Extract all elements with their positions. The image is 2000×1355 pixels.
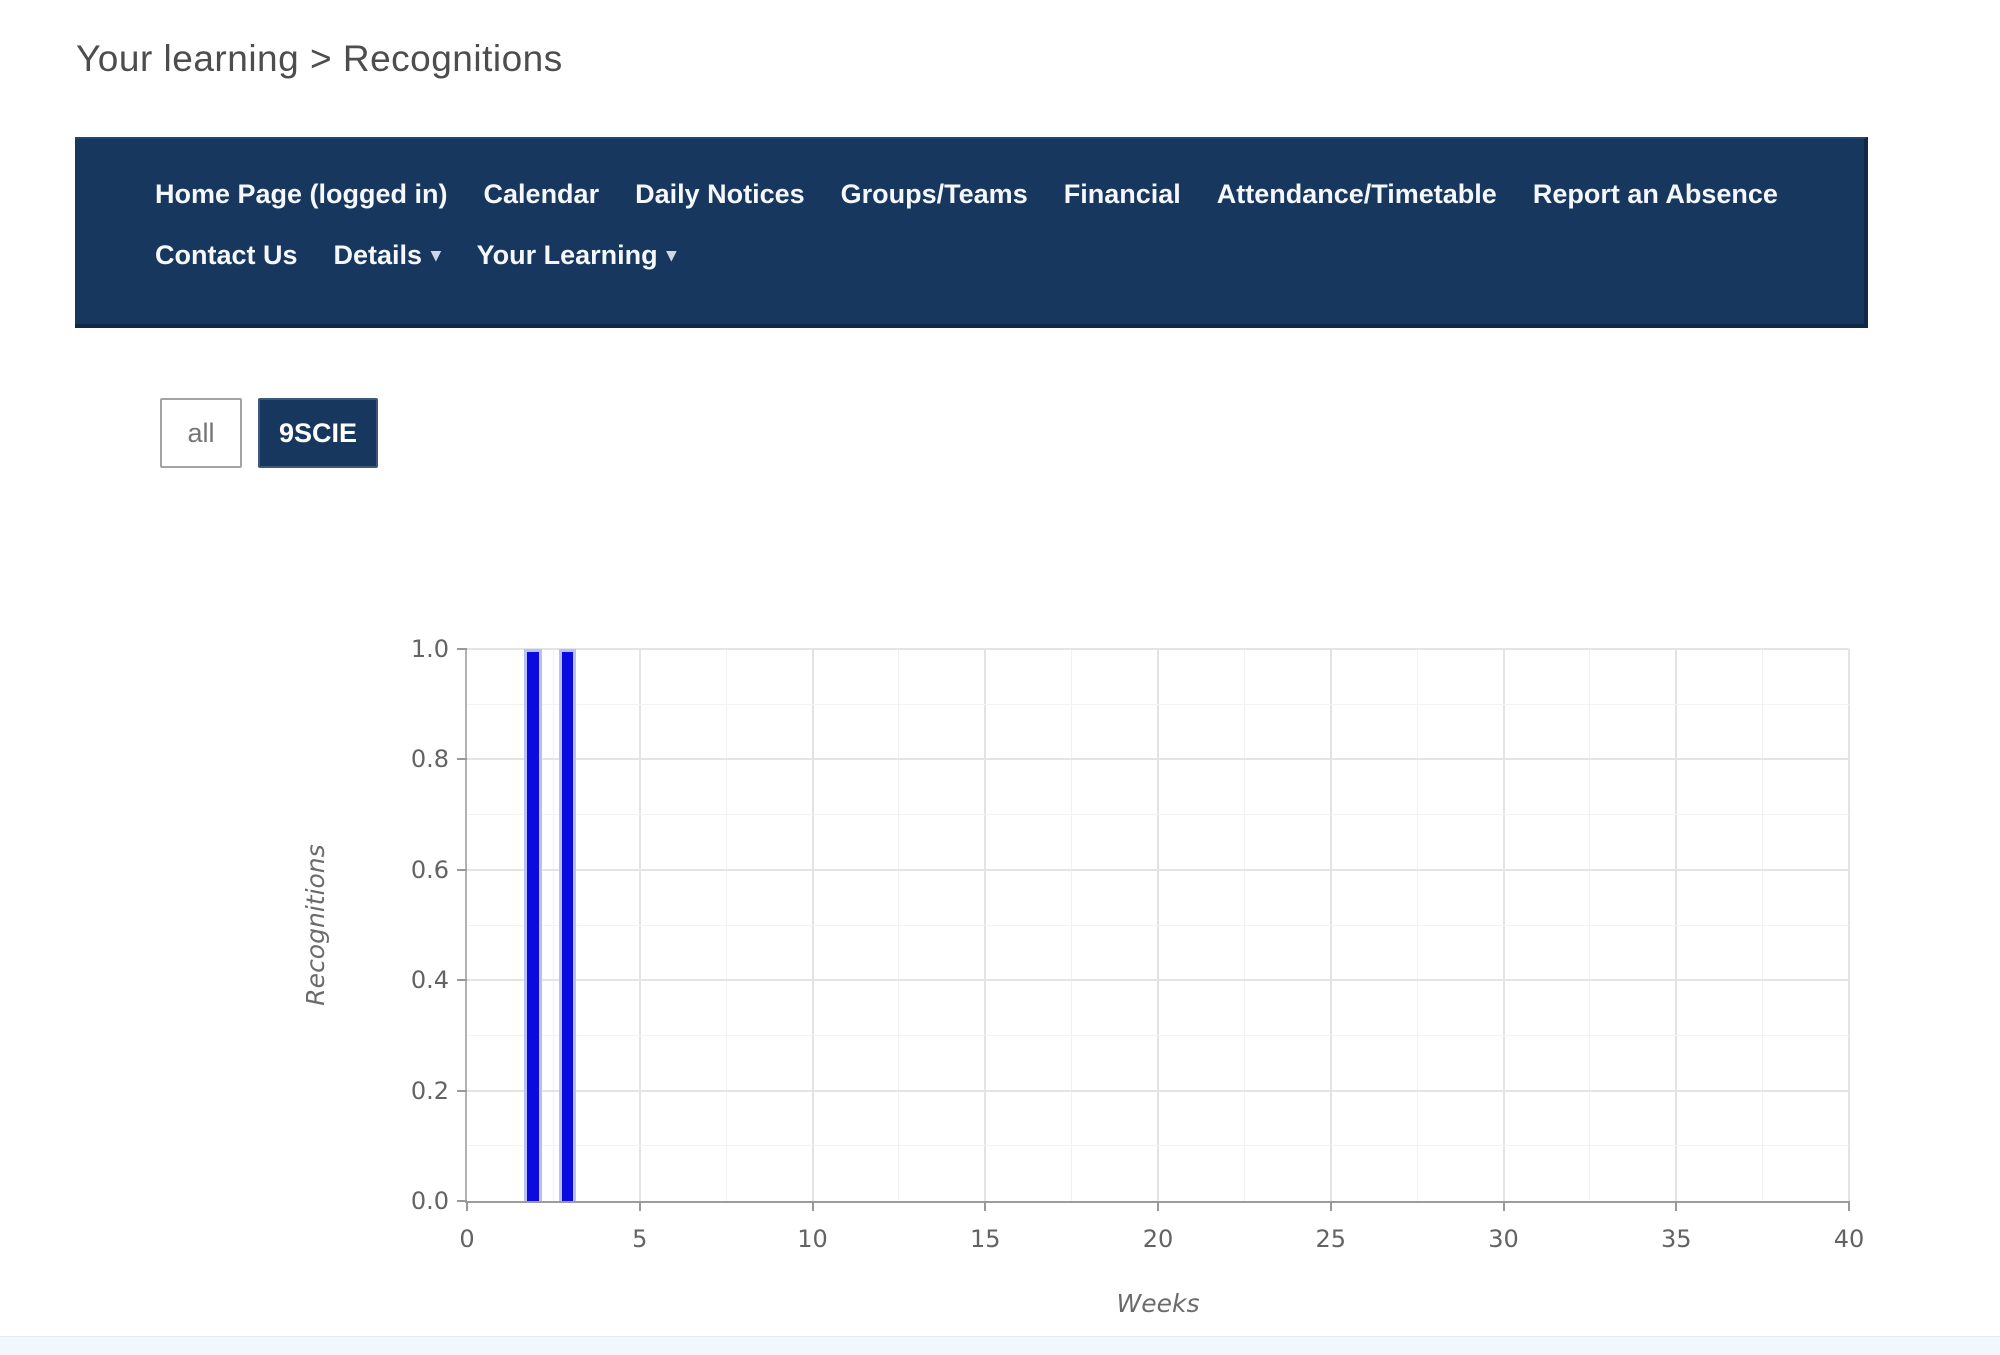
bar-week-2	[524, 649, 542, 1201]
gridline-horizontal	[467, 648, 1849, 650]
nav-item-groups-teams[interactable]: Groups/Teams	[840, 179, 1028, 209]
nav-item-home-page-logged-in[interactable]: Home Page (logged in)	[155, 179, 448, 209]
y-tick-label: 0.2	[410, 1076, 449, 1105]
nav-item-report-an-absence[interactable]: Report an Absence	[1532, 179, 1778, 209]
gridline-horizontal	[467, 924, 1849, 926]
x-tick-label: 20	[1142, 1225, 1174, 1253]
nav-item-financial[interactable]: Financial	[1063, 179, 1181, 209]
x-axis-label: Weeks	[1116, 1289, 1200, 1318]
x-tick-mark	[466, 1201, 468, 1211]
dropdown-caret-icon: ▾	[666, 245, 677, 266]
x-tick-mark	[1329, 1201, 1332, 1211]
nav-item-daily-notices[interactable]: Daily Notices	[635, 179, 805, 209]
nav-item-attendance-timetable[interactable]: Attendance/Timetable	[1216, 179, 1497, 209]
filter-all-button[interactable]: all	[160, 398, 242, 468]
nav-item-your-learning[interactable]: Your Learning ▾	[476, 240, 677, 270]
y-axis-label: Recognitions	[300, 844, 330, 1006]
gridline-vertical	[1848, 649, 1850, 1201]
bar-week-3	[559, 649, 577, 1201]
x-tick-mark	[1675, 1201, 1678, 1211]
gridline-horizontal	[467, 1145, 1849, 1147]
footer-strip	[0, 1336, 2000, 1355]
nav-item-calendar[interactable]: Calendar	[483, 179, 600, 209]
x-tick-mark	[1848, 1201, 1850, 1211]
breadcrumb: Your learning > Recognitions	[76, 38, 563, 79]
x-tick-mark	[811, 1201, 814, 1211]
y-tick-mark	[457, 648, 467, 650]
y-tick-mark	[457, 758, 467, 761]
gridline-horizontal	[467, 814, 1849, 816]
gridline-horizontal	[467, 868, 1849, 871]
dropdown-caret-icon: ▾	[431, 245, 441, 266]
x-tick-label: 25	[1315, 1225, 1347, 1253]
x-tick-label: 35	[1660, 1225, 1692, 1253]
gridline-horizontal	[467, 1089, 1849, 1092]
gridline-horizontal	[467, 758, 1849, 761]
y-tick-label: 0.4	[410, 966, 449, 995]
y-tick-label: 0.8	[410, 745, 449, 774]
main-nav: Home Page (logged in) Calendar Daily Notic…	[75, 137, 1868, 328]
y-tick-label: 0.0	[410, 1187, 449, 1215]
y-tick-label: 1.0	[410, 635, 449, 663]
filter-9scie-button[interactable]: 9SCIE	[258, 398, 378, 468]
recognitions-chart: Recognitions Weeks 0 5 10 15 20 25 30 35 40 0.0 0.…	[301, 635, 1865, 1318]
x-tick-label: 5	[632, 1225, 648, 1253]
x-tick-label: 10	[797, 1225, 828, 1253]
x-tick-mark	[1502, 1201, 1505, 1211]
x-tick-label: 40	[1833, 1225, 1865, 1253]
x-tick-label: 0	[459, 1225, 475, 1253]
gridline-horizontal	[467, 703, 1849, 705]
gridline-horizontal	[467, 979, 1849, 982]
x-tick-label: 30	[1488, 1225, 1519, 1253]
y-tick-mark	[457, 868, 467, 871]
y-tick-mark	[457, 1200, 467, 1202]
y-tick-mark	[457, 979, 467, 982]
x-tick-mark	[984, 1201, 987, 1211]
x-tick-label: 15	[969, 1225, 1001, 1253]
nav-row-secondary: Contact Us Details ▾ Your Learning ▾	[155, 240, 1824, 271]
plot-area: Recognitions Weeks 0 5 10 15 20 25 30 35 40 0.0 0.…	[301, 635, 1865, 1318]
gridline-horizontal	[467, 1034, 1849, 1036]
y-tick-label: 0.6	[410, 855, 449, 884]
x-tick-mark	[638, 1201, 641, 1211]
nav-row-primary: Home Page (logged in) Calendar Daily Notic…	[155, 179, 1824, 210]
x-tick-mark	[1157, 1201, 1159, 1211]
y-tick-mark	[457, 1089, 467, 1092]
recognition-filters: all 9SCIE	[160, 398, 378, 468]
nav-item-details[interactable]: Details ▾	[333, 240, 441, 270]
nav-item-contact-us[interactable]: Contact Us	[155, 240, 298, 270]
